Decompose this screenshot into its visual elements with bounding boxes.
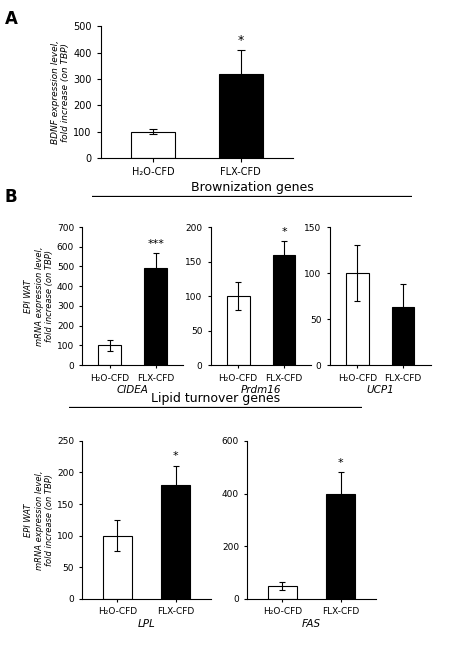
Text: *: *: [281, 227, 287, 237]
Y-axis label: EPI WAT
mRNA expression level,
fold increase (on TBP): EPI WAT mRNA expression level, fold incr…: [24, 470, 54, 570]
Text: ***: ***: [147, 239, 164, 249]
Text: A: A: [5, 10, 17, 28]
Bar: [346, 273, 369, 365]
Text: *: *: [173, 451, 179, 461]
Text: Brownization genes: Brownization genes: [191, 181, 313, 194]
Bar: [268, 586, 297, 599]
Text: *: *: [238, 34, 244, 47]
Bar: [161, 485, 190, 599]
X-axis label: CIDEA: CIDEA: [117, 386, 149, 395]
Text: Lipid turnover genes: Lipid turnover genes: [151, 392, 280, 405]
Text: B: B: [5, 188, 17, 205]
Bar: [131, 132, 175, 158]
Bar: [144, 268, 167, 365]
Bar: [103, 536, 132, 599]
Bar: [392, 307, 414, 365]
X-axis label: FAS: FAS: [302, 619, 321, 629]
Bar: [227, 296, 250, 365]
Bar: [219, 74, 262, 158]
X-axis label: LPL: LPL: [138, 619, 155, 629]
Y-axis label: BDNF expression level,
fold increase (on TBP): BDNF expression level, fold increase (on…: [51, 40, 71, 144]
X-axis label: UCP1: UCP1: [366, 386, 394, 395]
Text: *: *: [338, 458, 344, 468]
Y-axis label: EPI WAT
mRNA expression level,
fold increase (on TBP): EPI WAT mRNA expression level, fold incr…: [24, 246, 54, 346]
X-axis label: Prdm16: Prdm16: [241, 386, 281, 395]
Bar: [273, 255, 295, 365]
Bar: [98, 345, 121, 365]
Bar: [326, 494, 355, 599]
